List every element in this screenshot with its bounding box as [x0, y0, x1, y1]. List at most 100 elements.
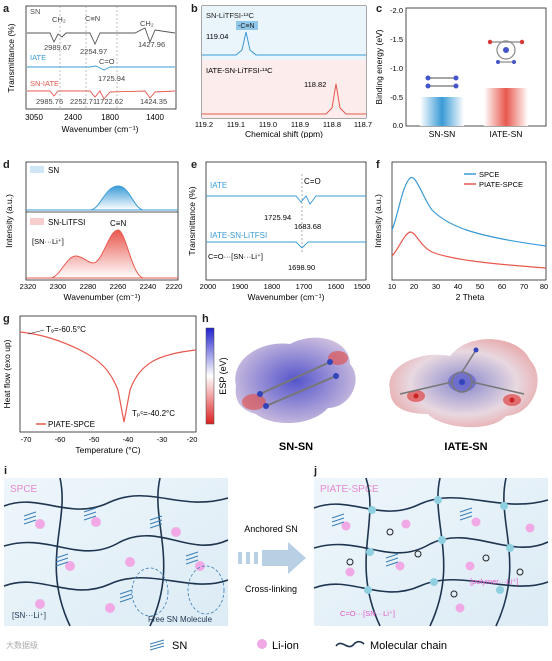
- series-iate-sn-litfsi: IATE-SN-LiTFSI: [210, 231, 267, 240]
- sn-icon: [149, 639, 165, 651]
- legend-graphics: 大数据级 SN Li-ion Molecular chain: [6, 639, 447, 652]
- x-axis-label: Temperature (°C): [75, 445, 140, 455]
- spectrum-sn: [27, 27, 176, 46]
- free-sn-label: Free SN Molecule: [148, 615, 213, 624]
- x-tick: 80: [540, 282, 548, 291]
- pattern-piate-spce: [391, 231, 547, 269]
- esp-title-sn-sn: SN-SN: [279, 441, 313, 453]
- spectrum-iate: [206, 195, 366, 205]
- panel-letter: i: [4, 465, 7, 477]
- x-axis-label: Wavenumber (cm⁻¹): [62, 124, 139, 134]
- watermark: 大数据级: [6, 640, 38, 650]
- spectrum-snlitfsi: [26, 229, 178, 279]
- annot-ch2-b: CH₂: [140, 19, 154, 28]
- tg-pointer: [27, 329, 45, 335]
- panel-letter: e: [191, 159, 197, 171]
- annot-complex: [SN···Li⁺]: [32, 237, 64, 246]
- legend-chain-label: Molecular chain: [370, 640, 447, 652]
- transition-arrow: Anchored SN Cross-linking: [238, 524, 306, 594]
- colorbar-label: ESP (eV): [218, 357, 228, 394]
- category-label: IATE-SN: [490, 129, 523, 139]
- peak-sniate-3: 1722.62: [96, 97, 123, 106]
- x-tick: 2260: [110, 282, 127, 291]
- panel-j-piate-spce-schematic: j PIATE-SPCE C=O···[SN···Li⁺] [polymer··…: [313, 465, 549, 627]
- panel-e-ftir: e IATE C=O 1725.94 1683.68 IATE-SN-LiTFS…: [187, 159, 371, 302]
- plot-frame: [391, 161, 547, 281]
- panel-letter: h: [202, 313, 209, 325]
- li-ions: [341, 517, 535, 613]
- panel-letter: j: [313, 465, 317, 477]
- x-tick: -70: [21, 435, 32, 444]
- panel-letter: a: [3, 3, 10, 15]
- panel-f-xrd: f SPCE PIATE-SPCE 10 20 30 40 50 60 70 8…: [373, 159, 548, 302]
- x-tick: 1800: [264, 282, 281, 291]
- panel-i-spce-schematic: i SPCE [SN···Li⁺] Free SN Molecule: [3, 465, 229, 627]
- x-tick: 1500: [354, 282, 371, 291]
- molecule-iate-sn: [487, 39, 525, 64]
- anchored-sn-molecules: [331, 507, 473, 567]
- esp-surface-sn-sn: [235, 337, 356, 424]
- molecular-chains: [3, 477, 229, 627]
- panel-h-esp: h ESP (eV) SN-SN IATE-SN: [202, 313, 538, 453]
- legend-swatch-snlitfsi: [30, 218, 44, 225]
- x-tick: 119.1: [227, 120, 245, 129]
- free-sn-highlight: [131, 567, 169, 617]
- annot-cn: C≡N: [85, 14, 100, 23]
- top-label: SN-LiTFSI-¹³C: [206, 11, 254, 20]
- peak-1: 1725.94: [264, 213, 291, 222]
- series-label-iate: IATE: [30, 53, 46, 62]
- cn-tag-bg: [236, 21, 258, 30]
- spectrum-iate: [27, 65, 175, 71]
- category-label: SN-SN: [429, 129, 455, 139]
- schematic-title: SPCE: [10, 484, 38, 495]
- y-axis-label: Transmittance (%): [6, 23, 16, 92]
- y-axis-label: Intensity (a.u.): [373, 194, 383, 248]
- x-tick: 2000: [200, 282, 217, 291]
- figure-legend: 大数据级 SN Li-ion Molecular chain: [0, 632, 552, 656]
- x-tick: 10: [388, 282, 396, 291]
- panel-b-nmr: b SN-LiTFSI-¹³C -C≡N 119.04 IATE-SN-LiTF…: [191, 3, 372, 138]
- plot-frame: [25, 161, 179, 281]
- plot-frame: [205, 161, 367, 281]
- panel-letter: c: [376, 3, 382, 15]
- annot-ch2-a: CH₂: [52, 15, 66, 24]
- bar-sn-sn: [420, 97, 464, 126]
- series-label-sn-iate: SN-IATE: [30, 79, 59, 88]
- spectrum-sn-iate: [27, 90, 176, 100]
- peak-sniate-2: 2252.71: [70, 97, 97, 106]
- arrow-bottom-label: Cross-linking: [245, 584, 297, 594]
- molecule-sn-sn: [425, 75, 459, 89]
- spectrum-sn: [26, 185, 178, 211]
- panel-c-binding-energy: c -2.0 -1.5 -1.0 -0.5 0.0 Binding energy…: [374, 3, 547, 139]
- esp-colorbar: [205, 327, 215, 425]
- plot-frame: [405, 7, 547, 127]
- bottom-peak: 118.82: [304, 80, 326, 89]
- legend-sn-label: SN: [172, 640, 187, 652]
- legend-sn: SN: [48, 166, 59, 175]
- peak-2: 1683.68: [294, 222, 321, 231]
- x-tick: 2320: [20, 282, 37, 291]
- li-ion-icon: [257, 639, 267, 649]
- schematic-title: PIATE-SPCE: [320, 484, 379, 495]
- panel-letter: g: [3, 313, 10, 325]
- panel-letter: b: [191, 3, 198, 15]
- x-tick: 119.0: [259, 120, 277, 129]
- x-tick: 118.9: [291, 120, 309, 129]
- bottom-label: IATE-SN-LiTFSI-¹³C: [206, 66, 273, 75]
- y-axis-label: Heat flow (exo up): [2, 339, 12, 408]
- peak-iate-1: 1725.94: [98, 74, 125, 83]
- cn-tag: -C≡N: [238, 23, 255, 30]
- dsc-curve: [19, 331, 197, 423]
- esp-title-iate-sn: IATE-SN: [444, 441, 487, 453]
- peak-sn-3: 1427.96: [138, 40, 165, 49]
- x-axis-label: Wavenumber (cm⁻¹): [64, 292, 141, 302]
- esp-surface-iate-sn: [389, 339, 538, 428]
- x-tick: 30: [432, 282, 440, 291]
- x-tick: 60: [498, 282, 506, 291]
- tpc-label: Tₚᶜ=-40.2°C: [132, 409, 175, 418]
- y-tick: -0.5: [390, 93, 403, 102]
- x-tick: 3050: [25, 113, 43, 122]
- x-axis-label: 2 Theta: [456, 292, 485, 302]
- x-tick: 50: [476, 282, 484, 291]
- peak-sniate-1: 2985.76: [36, 97, 63, 106]
